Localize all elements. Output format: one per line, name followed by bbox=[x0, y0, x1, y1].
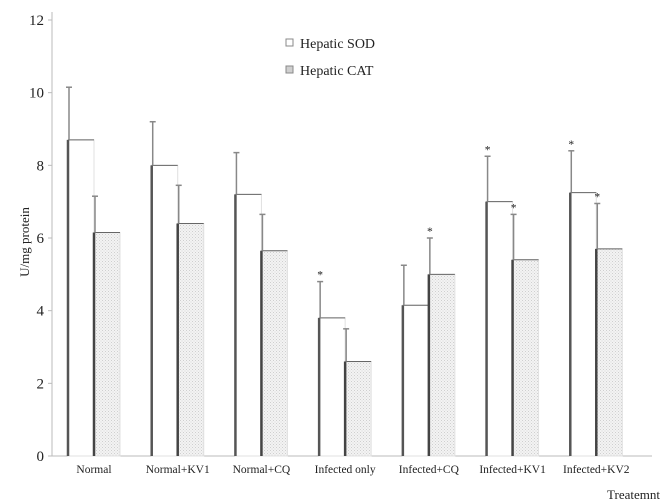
legend-swatch-1 bbox=[285, 65, 294, 74]
significance-marker-0-6: * bbox=[568, 139, 574, 151]
significance-marker-1-6: * bbox=[594, 191, 600, 203]
x-tick-label-0: Normal bbox=[76, 464, 111, 476]
legend-label-0: Hepatic SOD bbox=[300, 37, 375, 52]
y-tick-label-0: 0 bbox=[37, 449, 45, 465]
y-tick-label-5: 10 bbox=[29, 86, 44, 102]
y-tick-label-2: 4 bbox=[37, 304, 45, 320]
bar-1-1 bbox=[177, 222, 205, 457]
bar-1-2 bbox=[260, 250, 288, 457]
bar-1-5 bbox=[512, 259, 540, 457]
bar-0-1 bbox=[151, 164, 179, 457]
significance-marker-0-3: * bbox=[317, 270, 323, 282]
bar-1-4 bbox=[428, 273, 456, 457]
bar-1-0 bbox=[93, 232, 121, 457]
x-tick-label-6: Infected+KV2 bbox=[563, 464, 630, 476]
x-tick-label-1: Normal+KV1 bbox=[146, 464, 210, 476]
y-axis-label: U/mg protein bbox=[17, 207, 32, 277]
bar-0-3 bbox=[318, 317, 346, 457]
bar-1-6 bbox=[595, 248, 623, 457]
y-tick-label-1: 2 bbox=[37, 376, 45, 392]
bar-0-2 bbox=[234, 193, 262, 457]
y-tick-label-6: 12 bbox=[29, 13, 44, 29]
x-tick-label-3: Infected only bbox=[315, 464, 376, 476]
bar-0-4 bbox=[402, 304, 430, 457]
x-axis-label: Treatemnt bbox=[607, 487, 660, 502]
significance-marker-1-4: * bbox=[427, 226, 433, 238]
bar-0-6 bbox=[569, 192, 597, 457]
bar-1-3 bbox=[344, 361, 372, 457]
y-tick-label-4: 8 bbox=[37, 158, 45, 174]
legend: Hepatic SOD Hepatic CAT bbox=[285, 37, 375, 79]
significance-marker-0-5: * bbox=[485, 144, 491, 156]
legend-label-1: Hepatic CAT bbox=[300, 64, 374, 79]
x-tick-label-2: Normal+CQ bbox=[233, 464, 291, 476]
bar-0-0 bbox=[67, 139, 95, 457]
legend-swatch-0 bbox=[285, 38, 294, 47]
y-tick-label-3: 6 bbox=[37, 231, 45, 247]
x-tick-label-5: Infected+KV1 bbox=[479, 464, 546, 476]
bar-0-5 bbox=[486, 201, 514, 457]
x-tick-label-4: Infected+CQ bbox=[399, 464, 460, 476]
bars: * * * * * * bbox=[66, 86, 623, 457]
significance-marker-1-5: * bbox=[511, 202, 517, 214]
labels: U/mg protein Treatemnt Normal Normal+KV1 Nor… bbox=[17, 207, 660, 502]
